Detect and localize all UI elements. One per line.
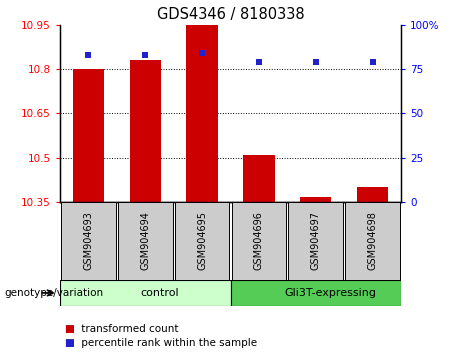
- Point: [312, 59, 319, 65]
- Bar: [243, 155, 275, 202]
- Bar: [73, 69, 104, 202]
- Point: [198, 50, 206, 56]
- Bar: [118, 202, 172, 280]
- Text: Gli3T-expressing: Gli3T-expressing: [284, 288, 376, 298]
- Bar: [231, 202, 286, 280]
- Text: ■  transformed count: ■ transformed count: [65, 324, 178, 334]
- Point: [369, 59, 376, 65]
- Text: ■  percentile rank within the sample: ■ percentile rank within the sample: [65, 338, 257, 348]
- Bar: [289, 202, 343, 280]
- Bar: [357, 187, 388, 202]
- Text: GSM904697: GSM904697: [311, 211, 321, 270]
- Point: [142, 52, 149, 58]
- Text: GSM904694: GSM904694: [140, 211, 150, 270]
- Bar: [60, 280, 230, 306]
- Text: ■: ■: [65, 324, 74, 334]
- Point: [85, 52, 92, 58]
- Text: ■: ■: [65, 338, 74, 348]
- Bar: [186, 25, 218, 202]
- Point: [255, 59, 263, 65]
- Text: GSM904698: GSM904698: [367, 211, 378, 270]
- Bar: [175, 202, 230, 280]
- Bar: [130, 60, 161, 202]
- Bar: [230, 280, 401, 306]
- Title: GDS4346 / 8180338: GDS4346 / 8180338: [157, 7, 304, 22]
- Text: genotype/variation: genotype/variation: [5, 288, 104, 298]
- Text: control: control: [140, 288, 179, 298]
- Bar: [61, 202, 116, 280]
- Text: GSM904693: GSM904693: [83, 211, 94, 270]
- Bar: [345, 202, 400, 280]
- Text: GSM904696: GSM904696: [254, 211, 264, 270]
- Bar: [300, 198, 331, 202]
- Text: GSM904695: GSM904695: [197, 211, 207, 270]
